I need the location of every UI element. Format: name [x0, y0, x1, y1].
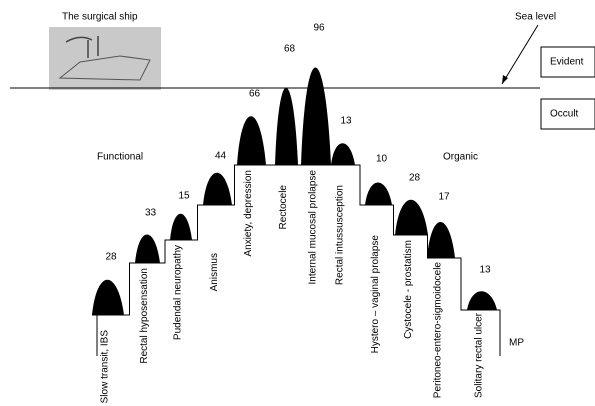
peak-value: 15 — [178, 191, 190, 202]
peak-label: Slow transit, IBS — [100, 330, 111, 404]
peak-label: Hystero – vaginal prolapse — [370, 235, 381, 354]
peak-value: 13 — [340, 116, 352, 127]
peak-label: Anxiety, depression — [243, 170, 254, 257]
peak — [275, 87, 298, 165]
step-outline — [92, 164, 501, 356]
peak-value: 28 — [105, 252, 117, 263]
peak — [395, 199, 428, 235]
arrow — [501, 24, 539, 85]
peak — [92, 279, 124, 315]
functional-label: Functional — [97, 152, 143, 163]
peaks: 28 Slow transit, IBS 33 Rectal hyposensatio… — [92, 23, 501, 404]
peak — [365, 182, 392, 205]
peak-label: Rectal hyposensation — [139, 268, 150, 364]
peak — [237, 116, 266, 165]
peak — [301, 67, 331, 165]
peak-value: 17 — [438, 192, 450, 203]
peak-value: 68 — [284, 44, 296, 55]
peak — [135, 234, 160, 263]
peak-label: Anismus — [209, 253, 220, 291]
peak-label: Peritoneo-entero-sigmoidocele — [433, 262, 444, 399]
peak-label: Rectal intussusception — [335, 185, 346, 285]
peak-label: Cystocele - prostatism — [403, 240, 414, 339]
sea-level-label: Sea level — [515, 12, 556, 23]
peak-label: Internal mucosal prolapse — [308, 170, 319, 285]
peak — [203, 172, 232, 205]
arrowhead — [502, 75, 508, 84]
peak — [427, 222, 455, 258]
peak-value: 33 — [145, 208, 157, 219]
peak-value: 13 — [479, 265, 491, 276]
peak-value: 66 — [249, 89, 261, 100]
ship-image — [49, 27, 161, 90]
peak-value: 28 — [409, 173, 421, 184]
peak-value: 44 — [215, 151, 227, 162]
peak — [170, 213, 192, 240]
peak-value: 10 — [376, 154, 388, 165]
peak-label: Solitary rectal ulcer — [474, 312, 485, 398]
title: The surgical ship — [62, 12, 138, 23]
peak — [331, 143, 355, 165]
occult-box — [540, 98, 595, 130]
peak — [467, 291, 497, 310]
peak-value: 96 — [313, 23, 325, 34]
organic-label: Organic — [443, 152, 478, 163]
occult-label: Occult — [550, 109, 579, 120]
end-label: MP — [509, 338, 524, 349]
evident-box — [540, 46, 595, 78]
evident-label: Evident — [550, 57, 584, 68]
peak-label: Pudendal neuropathy — [173, 245, 184, 340]
peak-label: Rectocele — [278, 185, 289, 230]
